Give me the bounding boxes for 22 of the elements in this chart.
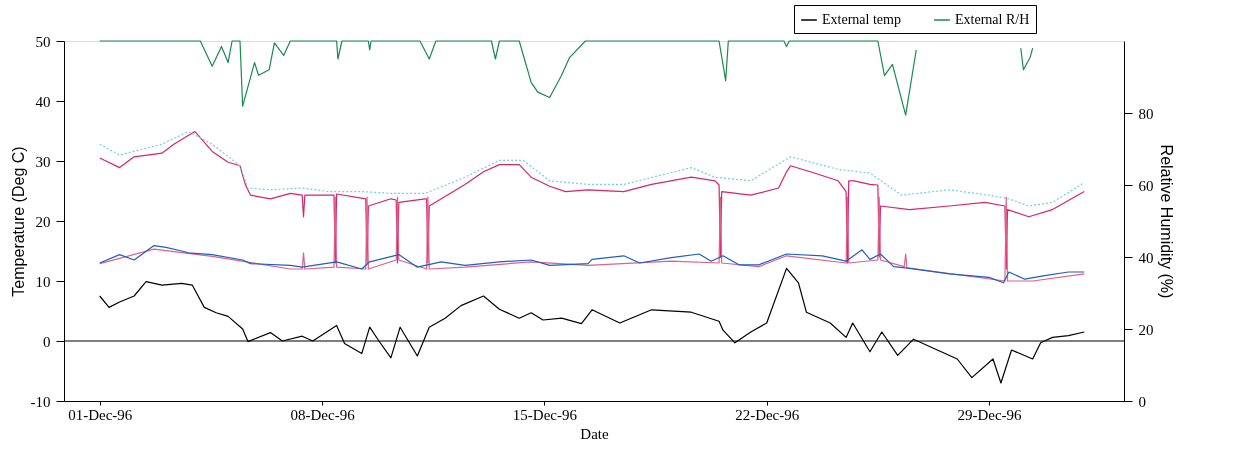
x-tick-label: 15-Dec-96 bbox=[512, 406, 578, 423]
x-axis-title: Date bbox=[580, 425, 609, 442]
x-tick-label: 22-Dec-96 bbox=[735, 406, 800, 423]
x-tick-label: 01-Dec-96 bbox=[68, 406, 133, 423]
legend-label: External temp bbox=[822, 12, 901, 27]
y2-tick-label: 20 bbox=[1138, 321, 1154, 338]
y-tick-label: 20 bbox=[35, 213, 51, 230]
y-tick-label: 30 bbox=[35, 153, 51, 170]
legend-label: External R/H bbox=[955, 12, 1030, 27]
y-tick-label: 40 bbox=[35, 93, 51, 110]
y2-axis-title: Relative Humidity (%) bbox=[1157, 144, 1175, 299]
y-tick-label: 0 bbox=[43, 333, 51, 350]
y2-tick-label: 40 bbox=[1138, 249, 1154, 266]
y-tick-label: 10 bbox=[35, 273, 51, 290]
y-axis-title: Temperature (Deg C) bbox=[9, 146, 27, 297]
x-tick-label: 08-Dec-96 bbox=[290, 406, 356, 423]
y2-tick-label: 80 bbox=[1138, 105, 1154, 122]
x-tick-label: 29-Dec-96 bbox=[957, 406, 1023, 423]
y-tick-label: 50 bbox=[35, 33, 51, 50]
y-tick-label: -10 bbox=[30, 393, 51, 410]
y2-tick-label: 60 bbox=[1138, 177, 1154, 194]
y2-tick-label: 0 bbox=[1138, 393, 1146, 410]
